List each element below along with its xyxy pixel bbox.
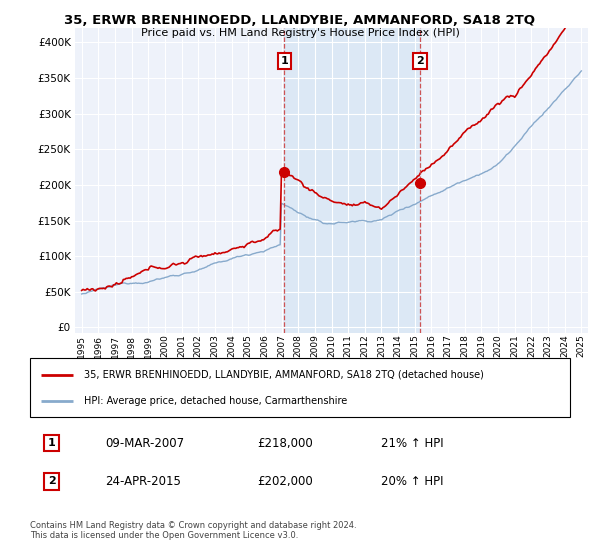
Text: 2: 2 bbox=[416, 56, 424, 66]
Text: 09-MAR-2007: 09-MAR-2007 bbox=[106, 437, 185, 450]
Text: 35, ERWR BRENHINOEDD, LLANDYBIE, AMMANFORD, SA18 2TQ: 35, ERWR BRENHINOEDD, LLANDYBIE, AMMANFO… bbox=[65, 14, 536, 27]
Text: Price paid vs. HM Land Registry's House Price Index (HPI): Price paid vs. HM Land Registry's House … bbox=[140, 28, 460, 38]
Text: Contains HM Land Registry data © Crown copyright and database right 2024.
This d: Contains HM Land Registry data © Crown c… bbox=[30, 521, 356, 540]
Text: HPI: Average price, detached house, Carmarthenshire: HPI: Average price, detached house, Carm… bbox=[84, 396, 347, 406]
Text: 35, ERWR BRENHINOEDD, LLANDYBIE, AMMANFORD, SA18 2TQ (detached house): 35, ERWR BRENHINOEDD, LLANDYBIE, AMMANFO… bbox=[84, 370, 484, 380]
Text: 24-APR-2015: 24-APR-2015 bbox=[106, 475, 181, 488]
Text: 2: 2 bbox=[48, 476, 55, 486]
Text: 1: 1 bbox=[48, 438, 55, 448]
Text: 1: 1 bbox=[280, 56, 288, 66]
Bar bbox=[284, 28, 420, 333]
Text: 20% ↑ HPI: 20% ↑ HPI bbox=[381, 475, 443, 488]
FancyBboxPatch shape bbox=[30, 358, 570, 417]
Text: £218,000: £218,000 bbox=[257, 437, 313, 450]
Text: 21% ↑ HPI: 21% ↑ HPI bbox=[381, 437, 443, 450]
Text: £202,000: £202,000 bbox=[257, 475, 313, 488]
